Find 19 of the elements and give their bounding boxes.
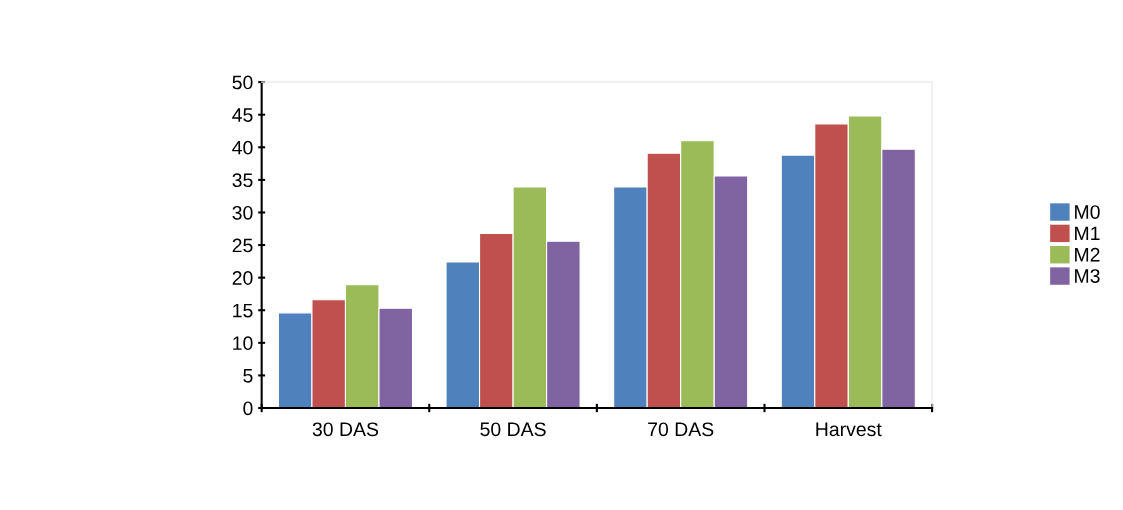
x-tick-label: 70 DAS xyxy=(648,422,714,437)
y-tick-label: 30 xyxy=(232,205,253,220)
y-tick-label: 15 xyxy=(233,303,253,318)
y-tick-label: 45 xyxy=(232,108,253,122)
y-tick-label: 5 xyxy=(243,369,253,383)
x-tick-label: 50 DAS xyxy=(480,422,546,437)
legend-label: M2 xyxy=(1075,247,1100,262)
legend-label: M0 xyxy=(1075,205,1100,219)
x-tick-label: 30 DAS xyxy=(312,422,379,437)
y-tick-label: 50 xyxy=(232,75,253,90)
legend-label: M1 xyxy=(1075,226,1100,241)
y-tick-label: 25 xyxy=(232,238,253,253)
x-tick-label: Harvest xyxy=(816,422,882,437)
y-tick-label: 35 xyxy=(232,173,253,188)
y-tick-label: 10 xyxy=(233,336,253,351)
legend-label: M3 xyxy=(1075,269,1100,283)
y-tick-label: 40 xyxy=(232,140,253,155)
y-tick-label: 20 xyxy=(232,271,253,285)
y-tick-label: 0 xyxy=(243,401,253,416)
